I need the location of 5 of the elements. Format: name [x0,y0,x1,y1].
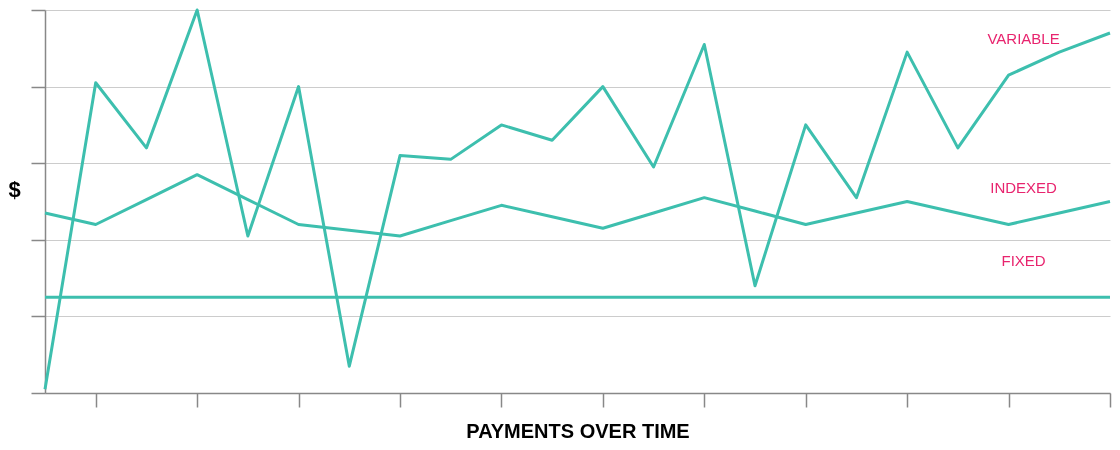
y-axis-title: $ [8,177,21,202]
x-axis-title: PAYMENTS OVER TIME [466,420,690,443]
series-label: FIXED [1001,252,1046,270]
series-label: INDEXED [990,179,1058,197]
series-label: VARIABLE [987,30,1060,48]
